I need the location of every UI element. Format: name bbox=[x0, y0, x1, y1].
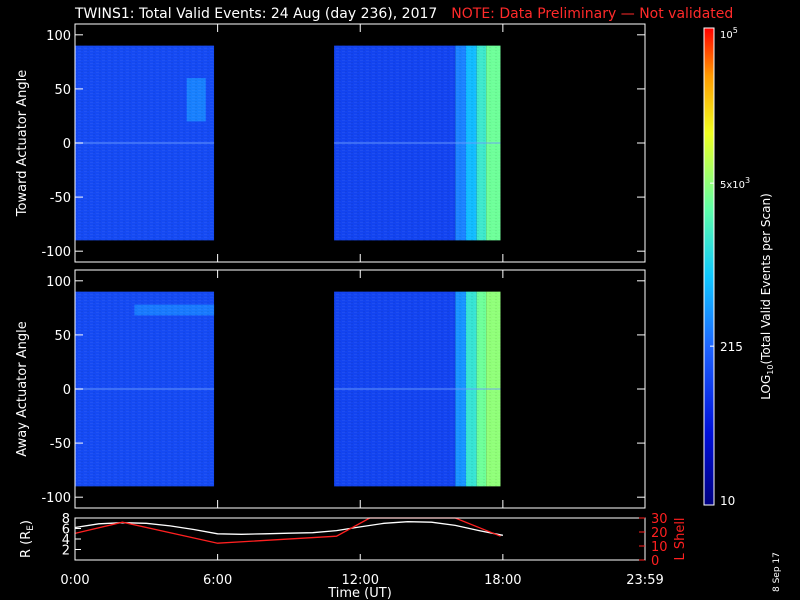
colorbar-label-main: LOG bbox=[759, 375, 773, 400]
y-tick-label: 0 bbox=[63, 383, 71, 398]
date-stamp: 8 Sep 17 bbox=[772, 552, 782, 592]
x-tick-label: 0:00 bbox=[60, 573, 89, 588]
y-axis-label-main: R (R bbox=[19, 531, 34, 558]
y-tick-label: 0 bbox=[63, 137, 71, 152]
y-tick-label: 2 bbox=[62, 544, 70, 559]
colorbar-label-sub: 10 bbox=[766, 365, 775, 375]
y-tick-label: 100 bbox=[46, 29, 71, 44]
y-tick-label: 50 bbox=[54, 83, 71, 98]
y-tick-label: 100 bbox=[46, 275, 71, 290]
y-tick-label: -50 bbox=[50, 437, 71, 452]
y-axis-label-sub: E bbox=[26, 525, 36, 531]
colorbar-label-rest: (Total Valid Events per Scan) bbox=[759, 193, 773, 364]
colorbar-tick-label: 5x103 bbox=[720, 176, 750, 191]
colorbar-tick-label: 215 bbox=[720, 340, 743, 354]
chart-title: TWINS1: Total Valid Events: 24 Aug (day … bbox=[75, 6, 733, 22]
toward-heatmap-panel: 100 50 0 -50 -100 Toward Actuator Angle bbox=[15, 23, 646, 263]
y-right-tick-label: 30 bbox=[651, 512, 668, 527]
y-tick-label: -50 bbox=[50, 191, 71, 206]
x-tick-label: 18:00 bbox=[484, 573, 521, 588]
y-axis-label-end: ) bbox=[19, 520, 34, 525]
x-tick-label: 23:59 bbox=[626, 573, 663, 588]
y-tick-label: 50 bbox=[54, 329, 71, 344]
y-axis-label: Toward Actuator Angle bbox=[15, 70, 30, 217]
away-heatmap-panel: 100 50 0 -50 -100 Away Actuator Angle bbox=[15, 269, 646, 509]
x-axis-label: Time (UT) bbox=[327, 586, 392, 600]
y-tick-label: 8 bbox=[62, 512, 70, 527]
colorbar-tick-base: 215 bbox=[720, 340, 743, 354]
y-axis-label: R (RE) bbox=[19, 520, 36, 558]
colorbar-label: LOG10(Total Valid Events per Scan) bbox=[759, 193, 775, 400]
series-line bbox=[74, 517, 501, 544]
colorbar-tick-base: 10 bbox=[720, 30, 733, 41]
colorbar-tick-sup: 5 bbox=[733, 26, 738, 35]
y-tick-label: -100 bbox=[41, 245, 71, 260]
y-right-tick-label: 0 bbox=[651, 554, 659, 569]
colorbar-tick-label: 105 bbox=[720, 26, 738, 41]
chart-title-main: TWINS1: Total Valid Events: 24 Aug (day … bbox=[75, 6, 438, 22]
y-axis-label: Away Actuator Angle bbox=[15, 321, 30, 456]
x-tick-label: 12:00 bbox=[342, 573, 379, 588]
y-tick-label: -100 bbox=[41, 491, 71, 506]
colorbar-tick-base: 10 bbox=[720, 494, 735, 508]
y-right-tick-label: 10 bbox=[651, 540, 668, 555]
y-right-axis-label: L Shell bbox=[673, 517, 688, 560]
series-line bbox=[74, 521, 504, 536]
y-tick-label: 6 bbox=[62, 523, 70, 538]
colorbar-tick-sup: 3 bbox=[745, 176, 750, 185]
colorbar-tick-base: 5x10 bbox=[720, 180, 745, 191]
y-right-tick-label: 20 bbox=[651, 526, 668, 541]
chart-title-note: NOTE: Data Preliminary — Not validated bbox=[451, 6, 734, 22]
y-tick-label: 4 bbox=[62, 533, 70, 548]
x-tick-label: 6:00 bbox=[203, 573, 232, 588]
colorbar-scale bbox=[703, 27, 715, 506]
colorbar-tick-label: 10 bbox=[720, 494, 735, 508]
